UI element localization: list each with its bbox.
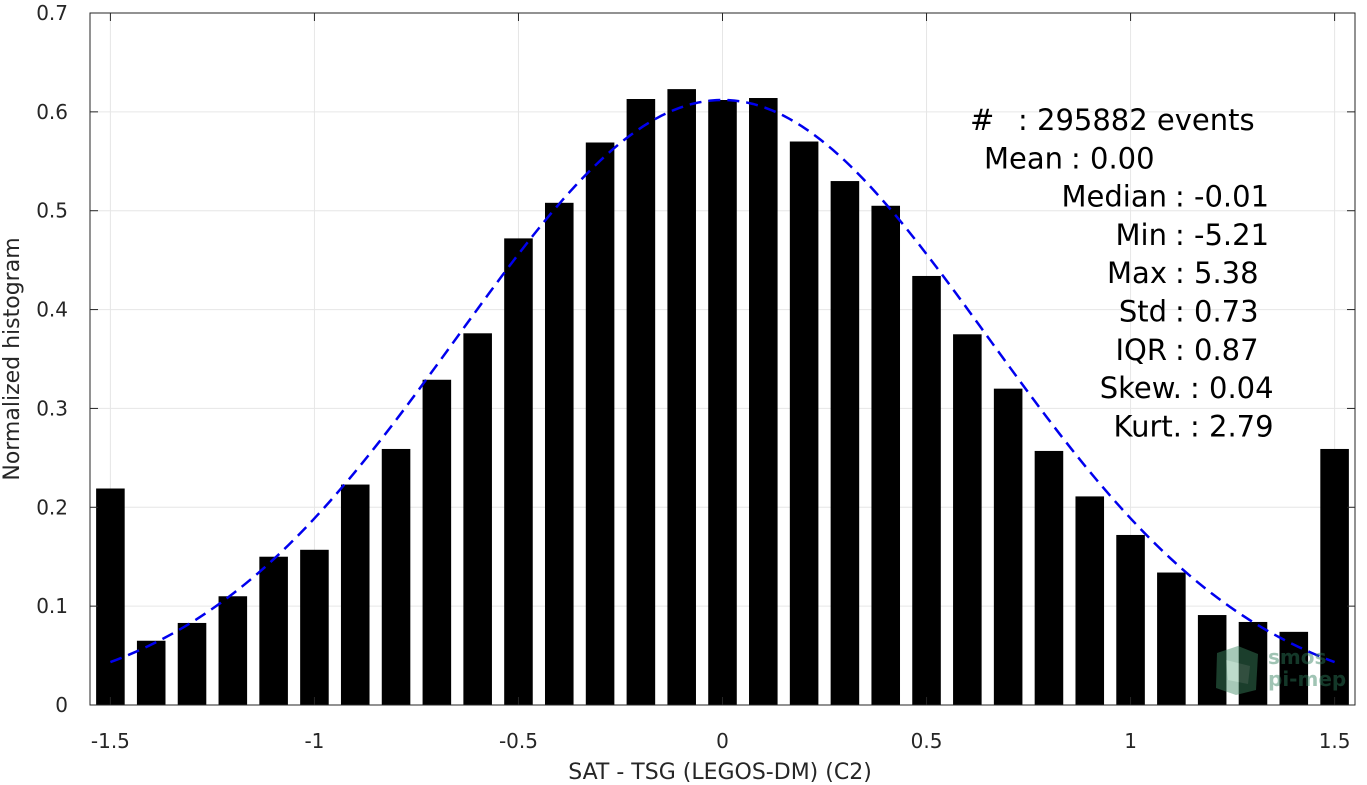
histogram-bar <box>1116 534 1145 705</box>
stat-value: : 0.00 <box>1071 141 1155 175</box>
histogram-bar <box>544 202 574 705</box>
y-tick-label: 0.7 <box>36 1 68 25</box>
gaussian-fit-curve <box>109 98 1336 664</box>
histogram-bar <box>218 596 248 705</box>
x-tick-label: 0 <box>716 729 729 753</box>
stat-label: Median <box>1062 180 1167 214</box>
histogram-bar <box>1320 448 1349 705</box>
stat-label: Skew. <box>1100 371 1182 405</box>
histogram-bar <box>1238 621 1268 705</box>
x-tick-label: 0.5 <box>911 729 943 753</box>
logo-line-2: pi-mep <box>1268 667 1346 691</box>
logo-line-1: smos <box>1268 645 1326 669</box>
stat-value: : 0.87 <box>1175 333 1259 367</box>
stat-value: : 2.79 <box>1190 409 1274 443</box>
x-tick-label: -0.5 <box>499 729 538 753</box>
histogram-bar <box>708 99 737 706</box>
histogram-bar <box>749 98 778 705</box>
smos-pimep-logo: smos pi-mep <box>1216 645 1346 695</box>
histogram-bar <box>340 484 370 705</box>
stat-label: Min <box>1116 218 1167 252</box>
y-axis-title: Normalized histogram <box>0 237 25 480</box>
stat-value: : 295882 events <box>1018 103 1255 137</box>
axis-ticks <box>90 12 1355 706</box>
histogram-bar <box>626 99 656 705</box>
y-tick-label: 0.4 <box>36 298 68 322</box>
histogram-bar <box>993 388 1023 705</box>
stat-value: : 0.04 <box>1190 371 1274 405</box>
histogram-bar <box>1034 450 1064 705</box>
histogram-bar <box>96 488 125 705</box>
histogram-bar <box>381 448 411 705</box>
histogram-bar <box>871 205 901 705</box>
histogram-bar <box>1075 496 1105 705</box>
histogram-bar <box>1157 572 1186 705</box>
histogram-bar <box>789 141 819 705</box>
y-axis-tick-labels: 0 0.1 0.2 0.3 0.4 0.5 0.6 0.7 <box>36 1 68 717</box>
histogram-bar <box>830 181 860 706</box>
stat-value: : -0.01 <box>1175 180 1269 214</box>
y-tick-label: 0.2 <box>36 495 68 519</box>
y-tick-label: 0 <box>55 693 68 717</box>
histogram-bar <box>1197 615 1227 705</box>
x-tick-label: -1 <box>304 729 324 753</box>
y-tick-label: 0.6 <box>36 100 68 124</box>
histogram-bar <box>504 238 533 705</box>
histogram-bar <box>953 334 982 705</box>
histogram-bars <box>96 89 1349 706</box>
histogram-bar <box>667 89 696 706</box>
y-tick-label: 0.3 <box>36 396 68 420</box>
stat-value: : 0.73 <box>1175 295 1259 329</box>
histogram-bar <box>422 379 452 705</box>
histogram-bar <box>912 275 941 705</box>
logo-mark-icon <box>1216 646 1258 695</box>
histogram-bar <box>177 622 207 705</box>
stat-label: Mean <box>984 141 1063 175</box>
x-tick-label: -1.5 <box>91 729 130 753</box>
stat-label: IQR <box>1115 333 1167 367</box>
x-axis-tick-labels: -1.5 -1 -0.5 0 0.5 1 1.5 <box>91 729 1351 753</box>
stat-label: # <box>970 103 994 137</box>
stat-value: : -5.21 <box>1175 218 1269 252</box>
stat-value: : 5.38 <box>1175 256 1259 290</box>
histogram-bar <box>585 142 615 705</box>
histogram-bar <box>463 333 492 705</box>
histogram-bar <box>300 549 329 705</box>
x-axis-title: SAT - TSG (LEGOS-DM) (C2) <box>568 760 872 785</box>
stat-label: Std <box>1119 295 1167 329</box>
stat-label: Kurt. <box>1114 409 1182 443</box>
histogram-bar <box>259 556 288 705</box>
x-tick-label: 1 <box>1124 729 1137 753</box>
y-tick-label: 0.1 <box>36 594 68 618</box>
y-tick-label: 0.5 <box>36 199 68 223</box>
x-tick-label: 1.5 <box>1319 729 1351 753</box>
stat-label: Max <box>1107 256 1167 290</box>
histogram-bar <box>136 640 166 705</box>
